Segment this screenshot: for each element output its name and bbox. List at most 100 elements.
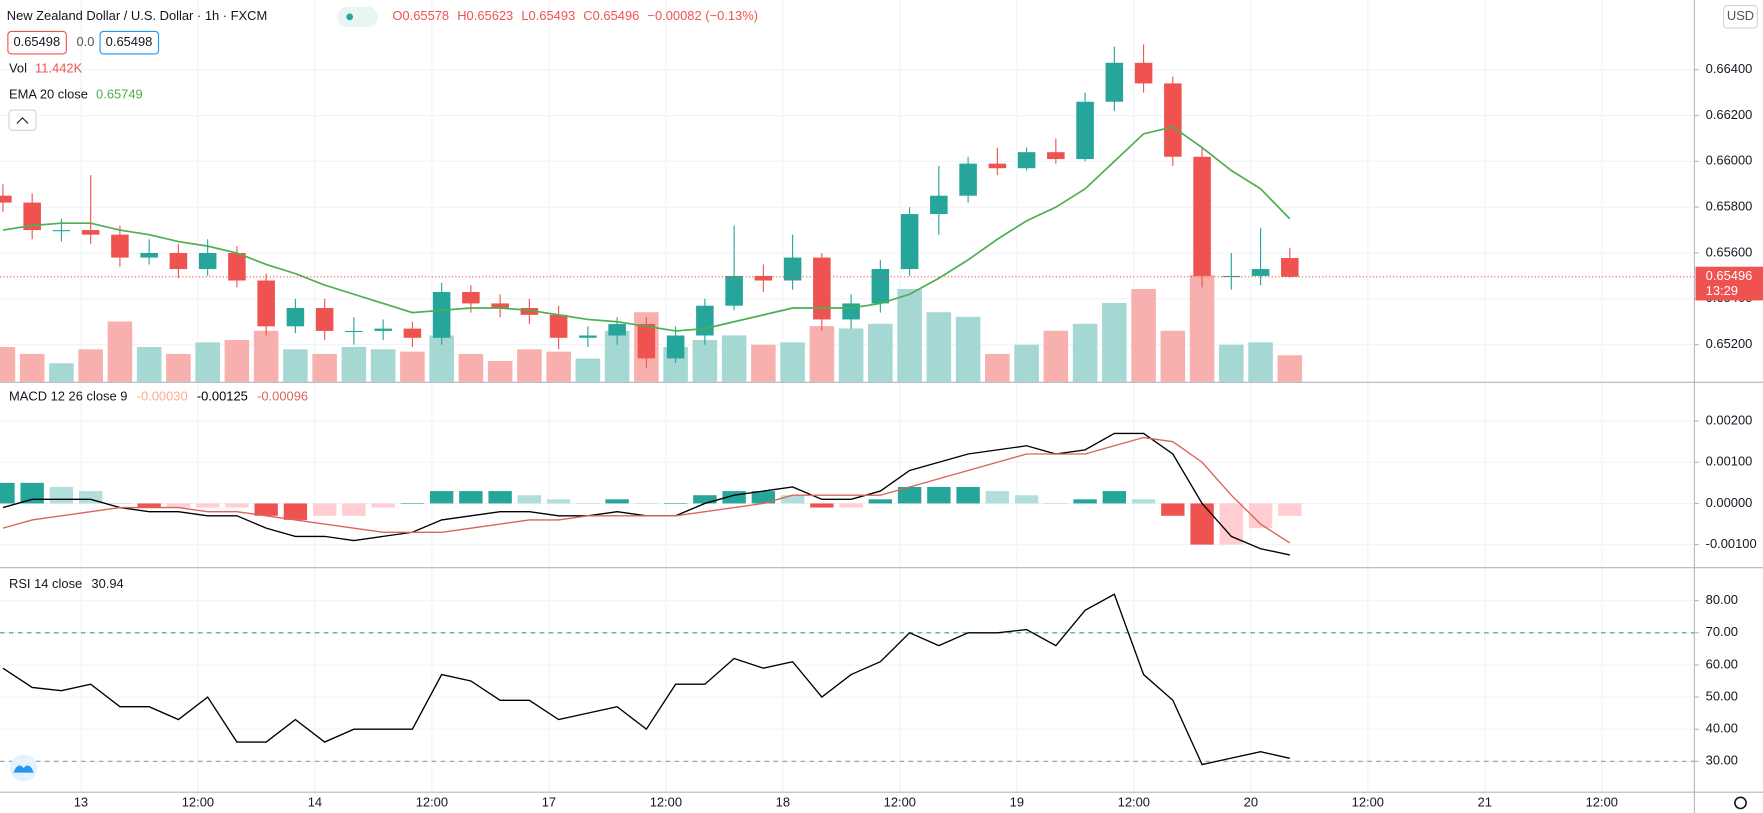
macd-histogram-bar [312, 503, 337, 516]
macd-legend-hist: -0.00030 [137, 389, 188, 404]
volume-bar [458, 353, 484, 382]
volume-legend-name: Vol [9, 61, 27, 76]
volume-bar [1277, 355, 1303, 382]
macd-histogram-bar [751, 491, 776, 504]
settings-button[interactable] [1734, 796, 1747, 810]
y-tick-label: 0.65600 [1706, 244, 1753, 259]
macd-histogram-bar [1219, 503, 1244, 545]
macd-histogram-bar [605, 499, 629, 504]
candle-body [81, 230, 100, 235]
volume-bar [1189, 275, 1215, 382]
currency-button[interactable] [1723, 5, 1758, 29]
symbol-title: New Zealand Dollar / U.S. Dollar · 1h · … [7, 8, 268, 23]
volume-bar [692, 340, 718, 382]
bid-button[interactable] [7, 30, 67, 55]
macd-histogram-bar [1248, 503, 1273, 529]
macd-histogram-bar [283, 503, 308, 520]
macd-histogram-bar [897, 486, 922, 504]
macd-histogram-bar [371, 503, 395, 508]
ask-button[interactable] [99, 30, 160, 55]
volume-bar [838, 328, 864, 382]
volume-bar [1014, 344, 1039, 382]
candle-body [1134, 62, 1153, 84]
y-tick-label: 0.66400 [1706, 61, 1753, 76]
macd-histogram-bar [429, 491, 454, 504]
volume-bar [0, 347, 16, 382]
candle-body [1193, 156, 1211, 276]
candle-body [374, 328, 392, 331]
macd-histogram-bar [868, 499, 893, 504]
x-tick-label: 12:00 [1586, 794, 1618, 809]
ohlc-high: H0.65623 [457, 8, 513, 23]
x-tick-label: 12:00 [182, 794, 214, 809]
volume-bar [166, 353, 191, 382]
macd-histogram-bar [517, 495, 542, 504]
volume-bar [1043, 330, 1069, 382]
x-tick-label: 12:00 [1352, 794, 1384, 809]
macd-histogram-bar [225, 503, 249, 508]
volume-bar [487, 360, 513, 382]
macd-histogram-bar [1014, 495, 1039, 504]
x-tick-label: 18 [776, 794, 790, 809]
macd-histogram-bar [254, 503, 278, 516]
x-tick-label: 12:00 [416, 794, 448, 809]
candle-body [871, 269, 890, 304]
ohlc-open: O0.65578 [392, 8, 449, 23]
candle-body [842, 303, 860, 320]
status-pill[interactable] [337, 6, 378, 27]
rsi-legend: RSI 14 close 30.94 [9, 576, 124, 591]
y-tick-label: 0.00100 [1706, 454, 1753, 469]
candle-body [286, 308, 305, 327]
macd-histogram-bar [195, 503, 220, 508]
y-tick-label: 30.00 [1706, 753, 1738, 768]
volume-bar [926, 312, 952, 382]
ohlc-values: O0.65578 H0.65623 L0.65493 C0.65496 −0.0… [392, 8, 758, 23]
candle-body [111, 234, 129, 258]
volume-legend-value: 11.442K [35, 61, 83, 76]
candle-body [1281, 258, 1299, 277]
macd-histogram-bar [927, 486, 951, 504]
candle-body [783, 257, 802, 281]
rsi-legend-name: RSI 14 close [9, 576, 82, 591]
macd-histogram-bar [810, 503, 834, 508]
ohlc-close: C0.65496 [583, 8, 639, 23]
volume-bar [341, 347, 367, 382]
macd-histogram-bar [693, 495, 717, 504]
ema-legend-name: EMA 20 close [9, 87, 88, 102]
ema-legend-value: 0.65749 [96, 87, 143, 102]
volume-bar [195, 342, 220, 382]
candle-body [1017, 152, 1036, 169]
ask-price: 0.65498 [106, 34, 153, 49]
ohlc-low: L0.65493 [521, 8, 575, 23]
volume-bar [575, 358, 601, 382]
y-tick-label: 0.00200 [1706, 412, 1753, 427]
y-tick-label: 0.65800 [1706, 199, 1753, 214]
x-tick-label: 17 [542, 794, 556, 809]
y-tick-label: 0.65200 [1706, 336, 1753, 351]
rsi-line [2, 593, 1290, 766]
volume-bar [1219, 344, 1244, 382]
y-tick-label: 80.00 [1706, 592, 1738, 607]
last-price-tag [1695, 266, 1763, 301]
macd-histogram-bar [634, 503, 659, 505]
volume-bar [1248, 342, 1273, 382]
collapse-legend-button[interactable] [8, 109, 37, 131]
y-tick-label: 0.66000 [1706, 153, 1753, 168]
macd-histogram-bar [108, 503, 132, 505]
candle-body [637, 324, 656, 359]
x-tick-label: 12:00 [1118, 794, 1150, 809]
x-tick-label: 14 [308, 794, 322, 809]
macd-histogram-bar [956, 486, 980, 504]
macd-line [2, 432, 1290, 556]
candle-body [169, 253, 188, 270]
volume-bar [253, 330, 279, 382]
bid-price: 0.65498 [13, 34, 60, 49]
candle-body [462, 291, 480, 304]
volume-bar [868, 323, 893, 382]
volume-bar [400, 351, 425, 382]
volume-bar [283, 349, 308, 382]
volume-bar [19, 353, 45, 382]
candle-body [1164, 83, 1182, 157]
spread: 0.0 [76, 34, 94, 49]
